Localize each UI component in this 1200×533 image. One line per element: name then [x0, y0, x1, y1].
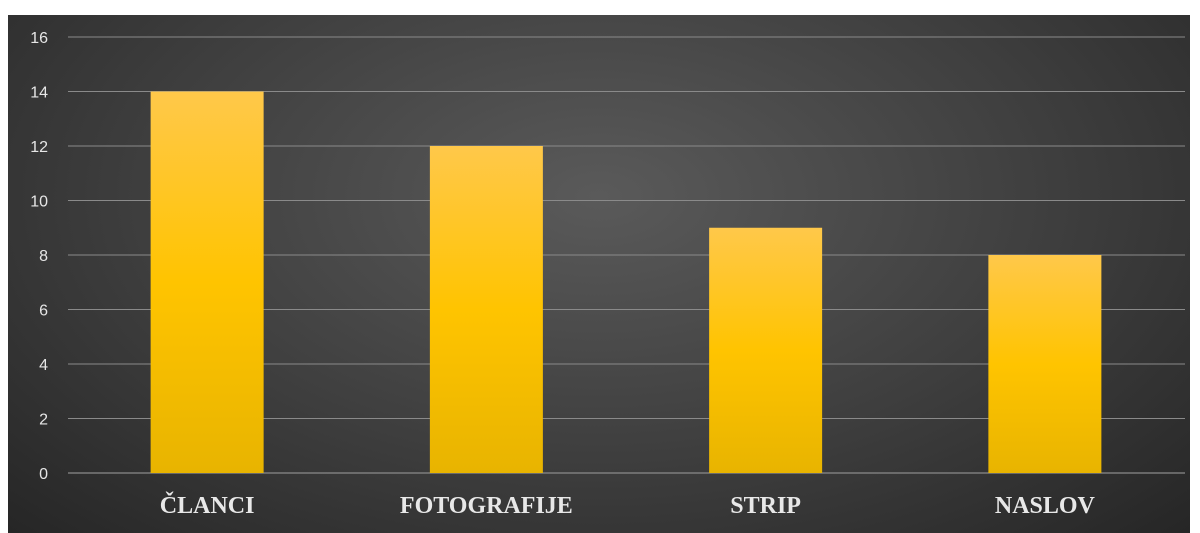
- y-tick-label: 10: [30, 194, 48, 211]
- bars: [150, 91, 1102, 473]
- y-tick-label: 12: [30, 139, 48, 156]
- bar-0: [150, 91, 264, 473]
- y-tick-label: 8: [39, 248, 48, 265]
- y-tick-label: 14: [30, 85, 48, 102]
- y-tick-label: 2: [39, 412, 48, 429]
- y-tick-label: 0: [39, 466, 48, 483]
- x-axis-labels: ČLANCI FOTOGRAFIJE STRIP NASLOV: [160, 492, 1096, 519]
- category-label: ČLANCI: [160, 492, 255, 519]
- y-tick-label: 16: [30, 30, 48, 47]
- category-label: NASLOV: [995, 493, 1096, 519]
- category-label: STRIP: [730, 493, 801, 519]
- y-axis-ticks: 0 2 4 6 8 10 12 14 16: [30, 30, 48, 483]
- bar-2: [709, 227, 823, 473]
- bar-3: [988, 255, 1102, 473]
- category-label: FOTOGRAFIJE: [400, 493, 573, 519]
- y-tick-label: 6: [39, 303, 48, 320]
- y-tick-label: 4: [39, 357, 48, 374]
- bar-1: [429, 146, 543, 473]
